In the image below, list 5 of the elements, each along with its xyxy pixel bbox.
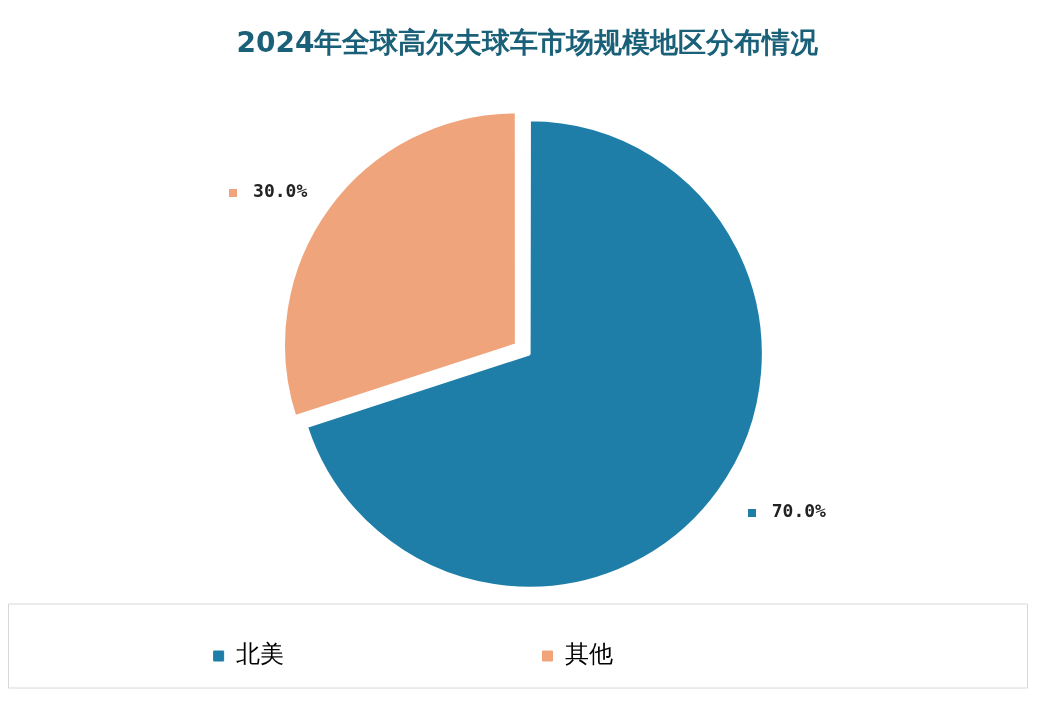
data-label: 70.0% [771, 500, 827, 522]
legend-label: 北美 [235, 640, 513, 669]
legend-label: 其他 [564, 640, 842, 669]
chart-title: 2024年全球高尔夫球车市场规模地区分布情况 [236, 26, 820, 60]
data-label: 30.0% [253, 180, 308, 202]
